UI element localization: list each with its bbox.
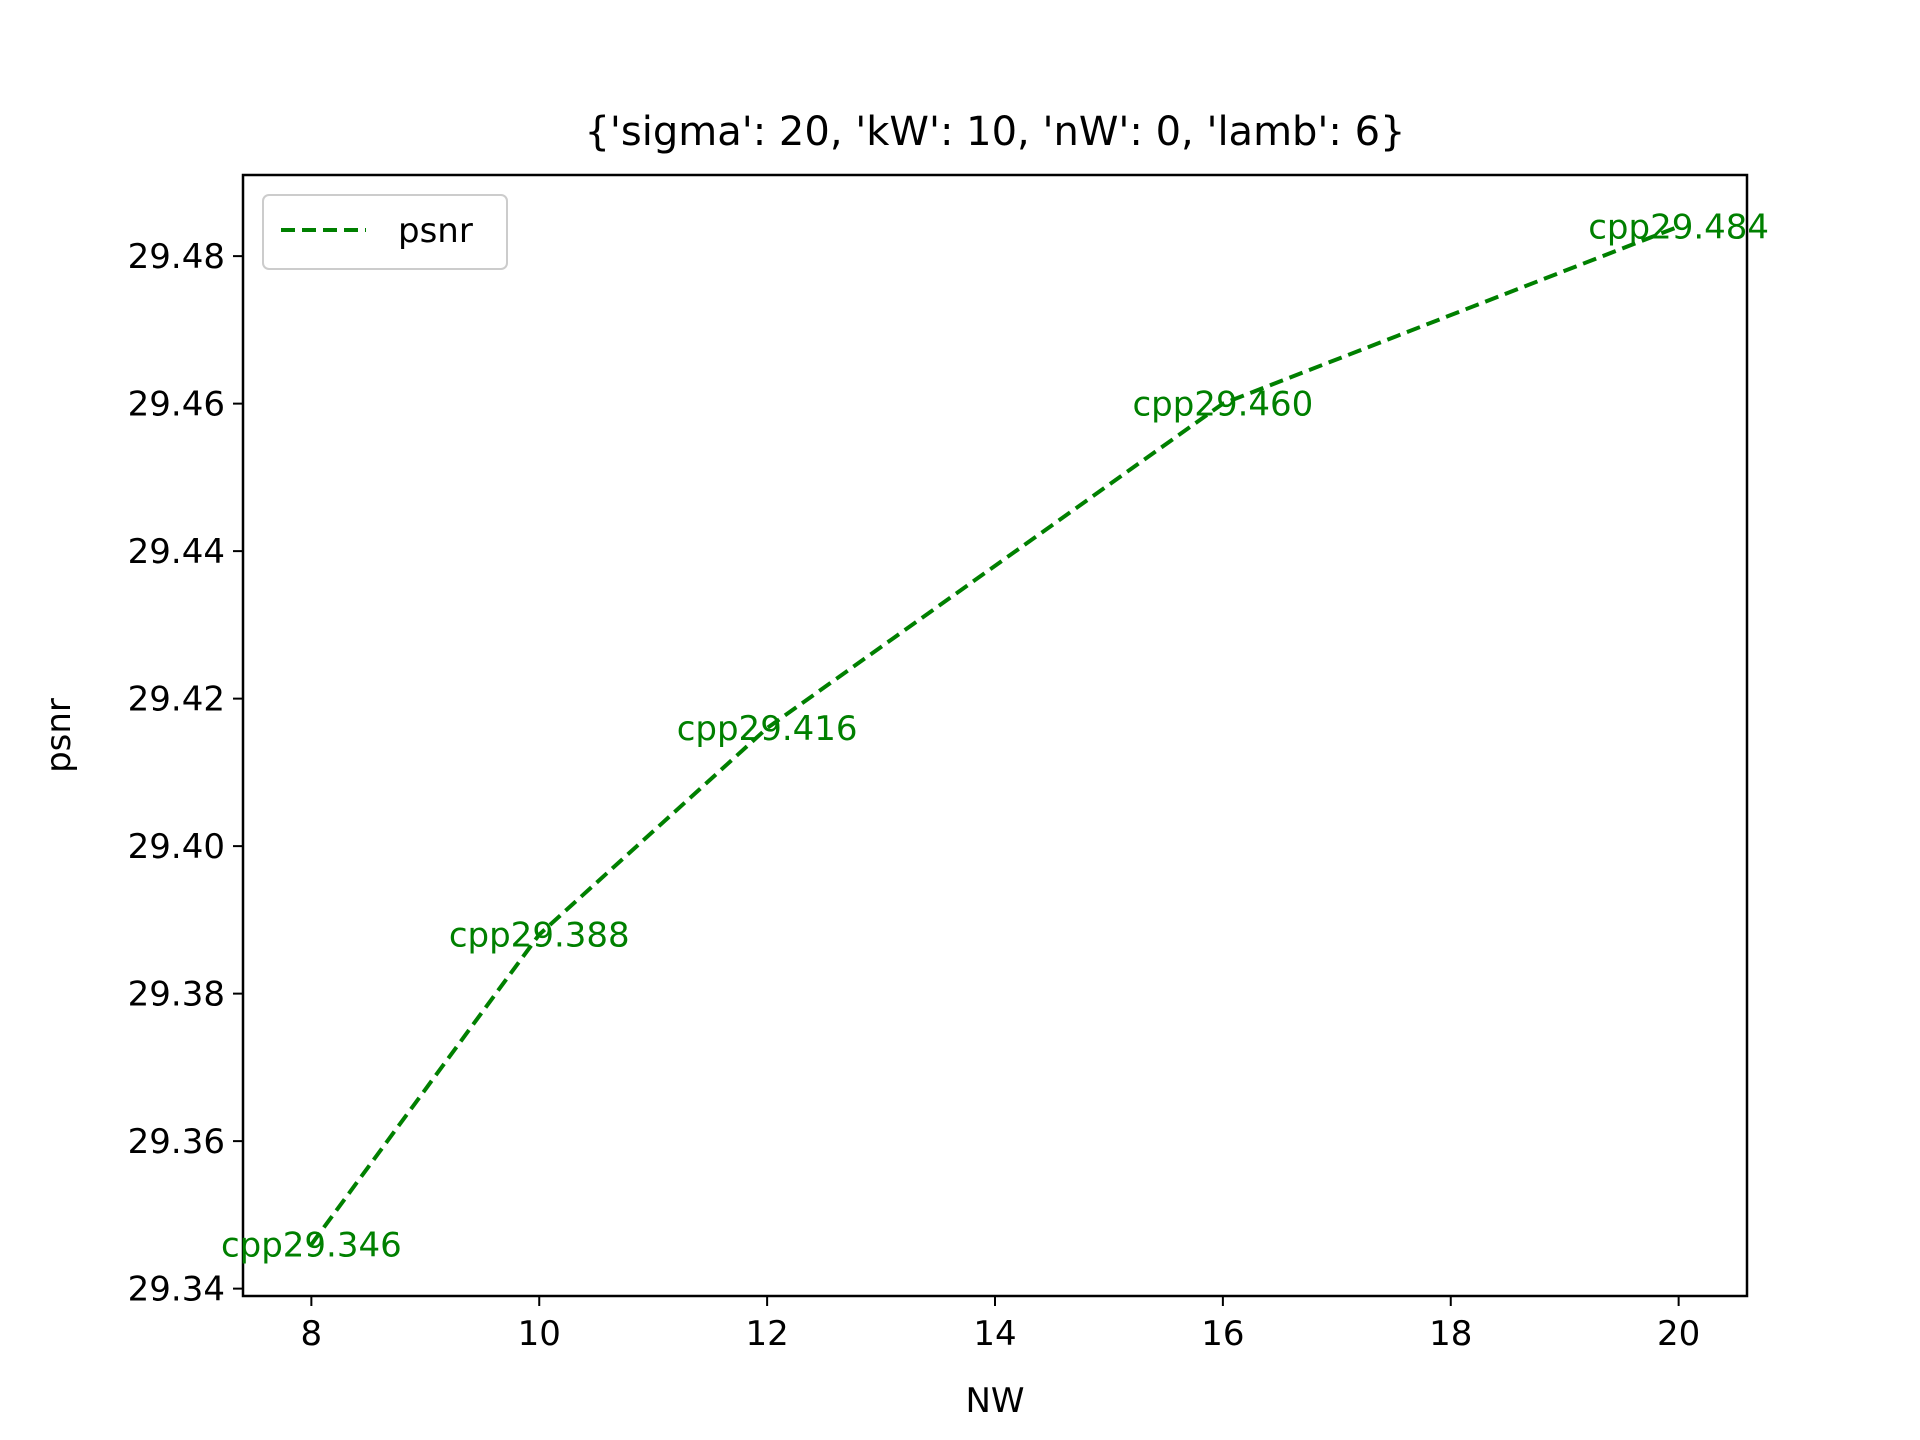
y-tick-label: 29.48	[128, 237, 225, 277]
x-tick-label: 10	[518, 1314, 561, 1354]
y-tick-label: 29.40	[128, 827, 225, 867]
y-tick-label: 29.42	[128, 680, 225, 720]
x-tick-label: 8	[301, 1314, 323, 1354]
y-tick-label: 29.44	[128, 532, 225, 572]
data-label: cpp29.460	[1132, 385, 1313, 425]
chart-title: {'sigma': 20, 'kW': 10, 'nW': 0, 'lamb':…	[584, 109, 1405, 155]
y-tick-label: 29.34	[128, 1270, 225, 1310]
x-tick-label: 20	[1657, 1314, 1700, 1354]
x-tick-label: 16	[1201, 1314, 1244, 1354]
data-label: cpp29.346	[221, 1225, 402, 1265]
x-axis-title: NW	[965, 1381, 1024, 1421]
x-tick-label: 14	[973, 1314, 1016, 1354]
data-label: cpp29.388	[449, 916, 630, 956]
legend-box	[262, 194, 508, 270]
data-label: cpp29.484	[1588, 208, 1769, 248]
x-axis: 8 10 12 14 16 18 20	[301, 1296, 1700, 1354]
y-tick-label: 29.38	[128, 975, 225, 1015]
data-label: cpp29.416	[677, 709, 858, 749]
x-tick-label: 18	[1429, 1314, 1472, 1354]
y-tick-label: 29.36	[128, 1122, 225, 1162]
y-axis: 29.34 29.36 29.38 29.40 29.42 29.44 29.46 29.48	[128, 237, 243, 1310]
legend: psnr	[262, 194, 508, 270]
legend-label: psnr	[398, 211, 473, 251]
data-labels: cpp29.346 cpp29.388 cpp29.416 cpp29.460 cpp2…	[221, 208, 1769, 1266]
x-tick-label: 12	[745, 1314, 788, 1354]
y-axis-title: psnr	[39, 698, 79, 773]
y-tick-label: 29.46	[128, 385, 225, 425]
series-line-psnr	[309, 224, 1680, 1246]
series-layer	[309, 224, 1680, 1246]
